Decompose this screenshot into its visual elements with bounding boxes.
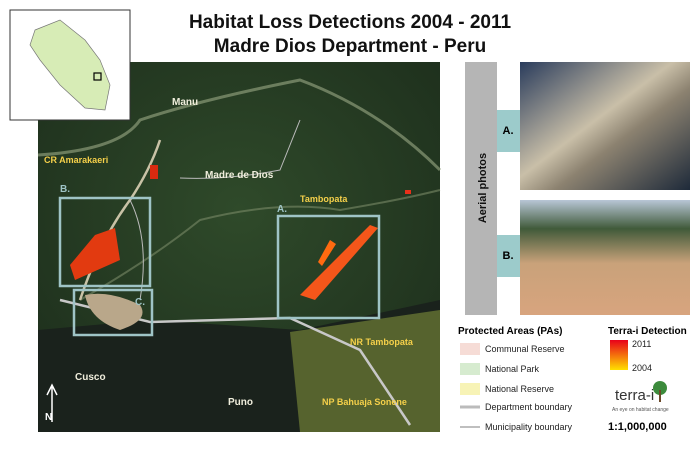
legend-title: Protected Areas (PAs) [458, 326, 562, 337]
map-label: Manu [172, 97, 198, 108]
photo-label: A. [503, 125, 514, 137]
legend-item: National Park [485, 364, 540, 374]
title: Habitat Loss Detections 2004 - 2011 [189, 12, 512, 33]
map-label: Madre de Dios [205, 170, 274, 181]
legend-max: 2011 [632, 339, 651, 349]
logo-tagline: An eye on habitat change [612, 407, 669, 413]
map-label: Puno [228, 397, 253, 408]
map-label: Cusco [75, 372, 106, 383]
legend-item: Department boundary [485, 402, 573, 412]
photos-title: Aerial photos [477, 153, 489, 223]
north-arrow: N [45, 412, 52, 423]
legend-title: Terra-i Detection [608, 326, 687, 337]
legend: Protected Areas (PAs) Communal Reserve N… [458, 326, 687, 433]
inset-map [9, 9, 131, 121]
scale: 1:1,000,000 [608, 421, 667, 433]
map-label: CR Amarakaeri [44, 155, 108, 165]
legend-item: Communal Reserve [485, 344, 565, 354]
map-label: NP Bahuaja Sonene [322, 397, 407, 407]
legend-item: National Reserve [485, 384, 554, 394]
box-label: B. [60, 184, 70, 195]
photo-label: B. [503, 250, 514, 262]
box-label: A. [277, 204, 287, 215]
legend-min: 2004 [632, 363, 652, 373]
legend-item: Municipality boundary [485, 422, 573, 432]
subtitle: Madre Dios Department - Peru [214, 36, 486, 57]
photos: Aerial photos A. B. [465, 62, 690, 315]
map-label: Tambopata [300, 194, 348, 204]
logo: terra-i [615, 387, 654, 404]
box-label: C. [135, 297, 145, 308]
main-map: B. A. C. Manu CR Amarakaeri Madre de Dio… [37, 62, 442, 432]
map-label: NR Tambopata [350, 337, 414, 347]
